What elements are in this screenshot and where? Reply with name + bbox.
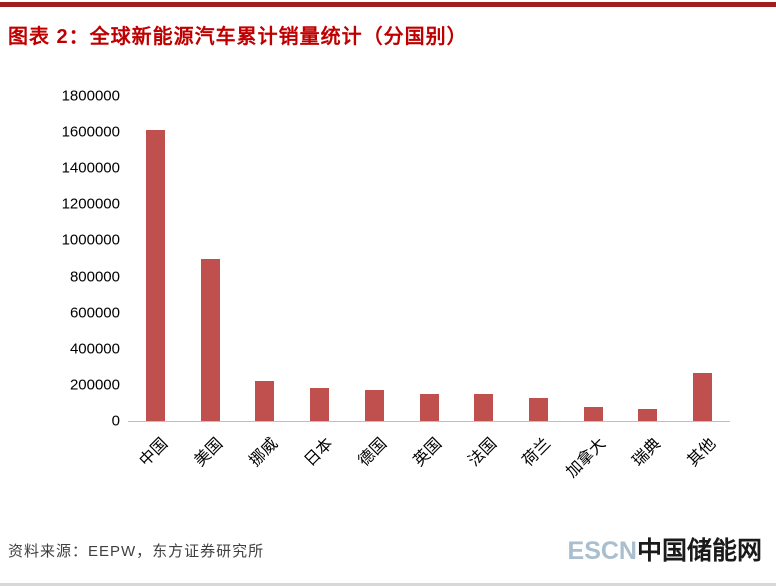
bar-德国	[364, 390, 384, 421]
bar-column	[292, 96, 347, 421]
x-axis-label: 法国	[465, 435, 500, 470]
bar-挪威	[255, 381, 275, 421]
bar-加拿大	[583, 406, 603, 421]
bar-column	[347, 96, 402, 421]
bar-column	[402, 96, 457, 421]
y-axis: 0 200000 400000 600000 800000 1000000 1200000 1…	[10, 88, 120, 430]
y-tick-label: 800000	[69, 268, 120, 286]
bar-column	[621, 96, 676, 421]
bottom-divider	[0, 583, 776, 586]
y-tick-label: 1200000	[61, 195, 120, 213]
x-axis-label: 荷兰	[520, 435, 555, 470]
bar-column	[456, 96, 511, 421]
bar-column	[511, 96, 566, 421]
plot-area: 0 200000 400000 600000 800000 1000000 1200000 1…	[62, 88, 730, 481]
bar-瑞典	[638, 409, 658, 421]
source-text: 资料来源：EEPW，东方证券研究所	[8, 543, 265, 560]
x-axis-label: 日本	[301, 435, 336, 470]
x-axis-label: 加拿大	[563, 435, 610, 482]
bar-column	[566, 96, 621, 421]
bar-法国	[474, 394, 494, 421]
bar-column	[183, 96, 238, 421]
y-tick-label: 1800000	[61, 87, 120, 105]
logo-cn-text: 中国储能网	[636, 537, 762, 565]
y-tick-label: 1400000	[61, 159, 120, 177]
y-tick-label: 600000	[69, 304, 120, 322]
y-tick-label: 1000000	[61, 231, 120, 249]
y-tick-label: 0	[111, 412, 120, 430]
y-tick-label: 200000	[69, 376, 120, 394]
bar-column	[237, 96, 292, 421]
x-axis-label: 中国	[136, 435, 172, 470]
y-tick-label: 400000	[69, 340, 120, 358]
escn-logo: ESCN中国储能网	[568, 531, 762, 567]
x-axis-label: 其他	[684, 435, 719, 470]
x-axis: 中国 美国 挪威 日本 德国 英国 法国 荷兰 加拿大 瑞典 其他	[128, 421, 730, 511]
bar-荷兰	[529, 398, 548, 421]
bar-其他	[693, 373, 713, 421]
y-tick-label: 1600000	[61, 123, 120, 141]
bars-container	[128, 96, 730, 421]
bar-column	[675, 96, 730, 421]
x-axis-label: 瑞典	[629, 435, 665, 470]
logo-escn-text: ESCN	[567, 537, 637, 565]
bar-英国	[419, 393, 439, 421]
bar-中国	[145, 130, 165, 421]
x-axis-label: 德国	[355, 435, 391, 470]
bar-column	[128, 96, 183, 421]
x-axis-label: 美国	[191, 435, 227, 470]
chart-title: 图表 2：全球新能源汽车累计销量统计（分国别）	[8, 26, 468, 48]
x-axis-label: 挪威	[246, 435, 282, 470]
top-rule	[0, 2, 776, 7]
bar-美国	[200, 258, 220, 421]
bar-日本	[310, 387, 330, 421]
x-axis-label: 英国	[410, 435, 446, 470]
